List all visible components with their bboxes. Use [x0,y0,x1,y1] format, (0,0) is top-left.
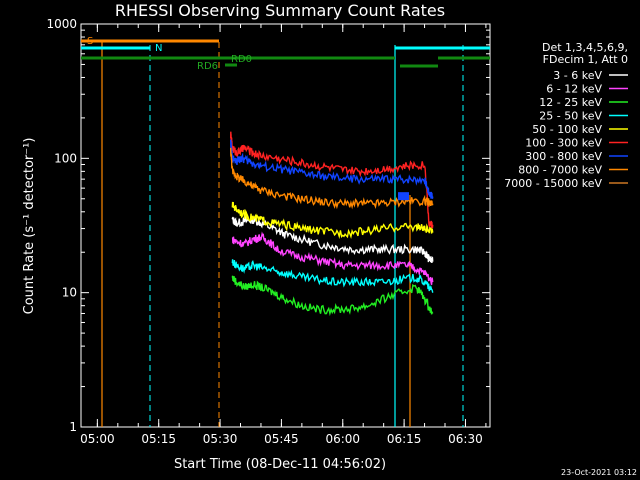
axes: 05:00 05:15 05:30 05:45 06:00 06:15 06:30 1 10 10… [46,17,490,446]
legend-entry: 25 - 50 keV [539,110,602,123]
legend-entry: 3 - 6 keV [553,69,602,82]
legend-entry: 300 - 800 keV [525,150,602,163]
x-tick-label: 06:15 [387,432,422,446]
plot-frame [80,23,491,428]
legend-entry: 50 - 100 keV [532,123,602,136]
legend: Det 1,3,4,5,6,9,FDecim 1, Att 0 3 - 6 keV… [504,41,628,190]
series-line [231,275,434,317]
series-block [398,192,409,201]
series-line [229,147,434,210]
legend-entry: 800 - 7000 keV [518,164,602,177]
y-tick-label: 1 [69,420,77,434]
status-bar-label: S [87,36,93,47]
x-tick-label: 05:15 [141,432,176,446]
plot-area [80,23,491,428]
x-tick-label: 06:30 [448,432,483,446]
status-bar-label: RD0 [231,54,252,65]
x-tick-label: 05:45 [264,432,299,446]
x-tick-label: 05:00 [80,432,115,446]
y-axis-label: Count Rate (s⁻¹ detector⁻¹) [22,138,37,315]
series-line [231,201,434,240]
series-line [231,259,434,293]
series-line [231,231,434,285]
status-bars: S N RD0 RD6 [81,36,490,72]
status-bar-label: N [155,43,162,54]
creation-date: 23-Oct-2021 03:12 [561,468,637,477]
legend-header: Det 1,3,4,5,6,9, [542,41,628,54]
legend-header: FDecim 1, Att 0 [543,53,628,66]
legend-entry: 12 - 25 keV [539,96,602,109]
x-axis-label: Start Time (08-Dec-11 04:56:02) [174,457,386,472]
legend-entry: 7000 - 15000 keV [504,177,602,190]
legend-entry: 100 - 300 keV [525,137,602,150]
series-line [229,131,434,229]
y-tick-label: 100 [54,151,77,165]
vertical-markers [101,40,464,427]
series-layer [229,131,434,317]
chart-title: RHESSI Observing Summary Count Rates [115,1,445,20]
x-tick-label: 05:30 [203,432,238,446]
y-tick-label: 1000 [46,17,77,31]
y-tick-label: 10 [62,286,77,300]
series-line [231,215,434,264]
x-tick-label: 06:00 [325,432,360,446]
status-bar-label: RD6 [197,61,218,72]
series-line [229,139,434,199]
legend-entry: 6 - 12 keV [546,83,602,96]
